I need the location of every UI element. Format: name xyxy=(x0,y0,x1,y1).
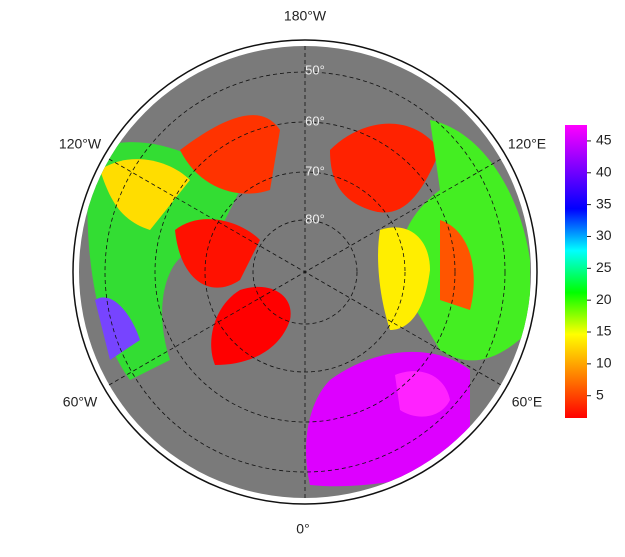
colorbar-tick-label: 10 xyxy=(596,355,612,371)
land-siberia-east xyxy=(330,123,440,213)
lat-circle xyxy=(154,121,456,423)
lat-label: 50° xyxy=(305,62,325,77)
graticule xyxy=(104,46,506,498)
lon-label: 180°W xyxy=(284,8,327,24)
colorbar-tick-label: 45 xyxy=(596,132,612,148)
land-taymyr xyxy=(378,227,430,330)
colorbar-tick-label: 25 xyxy=(596,259,612,275)
lon-label: 0° xyxy=(296,521,309,537)
land-greenland xyxy=(211,286,291,365)
land-canada-north xyxy=(100,159,190,230)
land-archipelago xyxy=(175,219,260,288)
land-alaska xyxy=(180,115,280,194)
lon-label: 120°E xyxy=(508,136,546,152)
colorbar-tick-label: 20 xyxy=(596,291,612,307)
colorbar xyxy=(565,125,587,418)
colorbar-tick-label: 5 xyxy=(596,386,604,402)
lon-label: 120°W xyxy=(59,136,102,152)
lon-label: 60°W xyxy=(63,394,98,410)
colorbar-tick-label: 15 xyxy=(596,323,612,339)
land-siberia xyxy=(400,120,530,361)
land-siberia-band xyxy=(440,220,474,310)
meridian xyxy=(108,158,502,386)
land-labrador xyxy=(95,297,140,360)
land-russia-west xyxy=(395,371,450,417)
lat-label: 80° xyxy=(305,211,325,226)
lat-label: 60° xyxy=(305,113,325,128)
lat-label: 70° xyxy=(305,163,325,178)
lat-circle xyxy=(252,219,358,325)
lon-label: 60°E xyxy=(512,394,543,410)
colorbar-tick-label: 40 xyxy=(596,163,612,179)
lat-circle xyxy=(104,71,506,473)
colorbar-tick-label: 35 xyxy=(596,195,612,211)
colorbar-tick-label: 30 xyxy=(596,227,612,243)
